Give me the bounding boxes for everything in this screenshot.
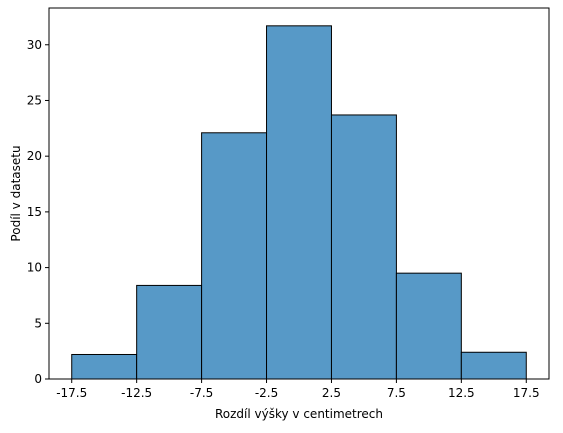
- y-tick-label: 30: [27, 38, 42, 52]
- plot-frame: [48, 7, 550, 380]
- x-tick-label: -17.5: [56, 386, 87, 400]
- y-ticks: 0 5 10 15 20 25 30: [27, 38, 49, 386]
- y-tick-label: 0: [34, 372, 42, 386]
- histogram-bar: [136, 284, 203, 380]
- histogram-bar: [460, 351, 527, 380]
- x-axis-label: Rozdíl výšky v centimetrech: [215, 407, 383, 421]
- x-tick-label: -12.5: [121, 386, 152, 400]
- x-tick-label: 12.5: [448, 386, 475, 400]
- y-tick-label: 15: [27, 205, 42, 219]
- x-tick-label: 2.5: [322, 386, 341, 400]
- histogram-bar: [266, 25, 332, 380]
- histogram-bar: [395, 272, 462, 380]
- histogram-bar: [71, 353, 138, 380]
- bars-group: [71, 25, 527, 380]
- x-tick-label: -2.5: [255, 386, 278, 400]
- x-tick-label: -7.5: [190, 386, 213, 400]
- y-tick-label: 20: [27, 149, 42, 163]
- y-tick-label: 5: [34, 316, 42, 330]
- y-tick-label: 25: [27, 93, 42, 107]
- x-tick-label: 17.5: [513, 386, 540, 400]
- y-tick-label: 10: [27, 261, 42, 275]
- x-ticks: -17.5 -12.5 -7.5 -2.5 2.5 7.5 12.5 17.5: [56, 379, 540, 400]
- x-tick-label: 7.5: [387, 386, 406, 400]
- histogram-bar: [201, 132, 268, 380]
- y-axis-label: Podíl v datasetu: [9, 145, 23, 241]
- histogram-bar: [330, 114, 397, 380]
